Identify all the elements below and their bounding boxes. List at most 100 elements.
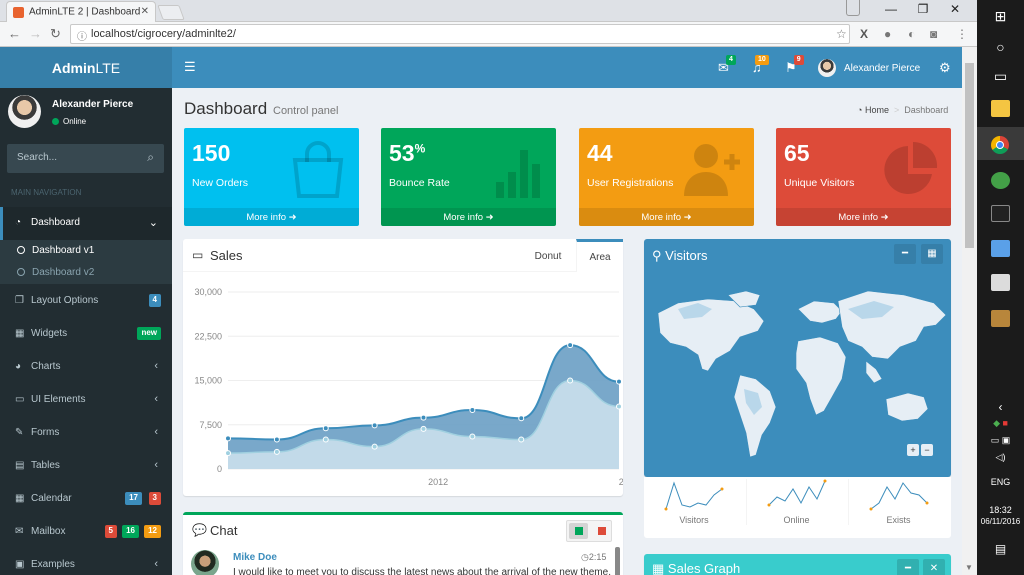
more-info-link[interactable]: More info ➜ bbox=[381, 208, 556, 226]
clock-time[interactable]: 18:32 bbox=[989, 505, 1012, 515]
sidebar-item-calendar[interactable]: ▦ Calendar 17 3 bbox=[0, 483, 172, 516]
envelope-icon[interactable]: ✉ 4 bbox=[718, 55, 736, 76]
chat-status-toggle[interactable] bbox=[566, 520, 612, 542]
battery-network-icons[interactable]: ▭ ▣ bbox=[990, 435, 1011, 445]
star-icon[interactable]: ☆ bbox=[836, 27, 847, 41]
minus-button[interactable]: ━ bbox=[897, 559, 919, 575]
language-indicator[interactable]: ENG bbox=[990, 477, 1011, 487]
media-app-icon[interactable] bbox=[991, 274, 1010, 291]
sidebar-item-forms[interactable]: ✎ Forms ‹ bbox=[0, 417, 172, 450]
new-tab-button[interactable] bbox=[157, 5, 185, 20]
stat-label: New Orders bbox=[192, 177, 249, 189]
terminal-icon[interactable] bbox=[991, 205, 1010, 222]
chat-scrollbar[interactable] bbox=[615, 547, 620, 575]
url-input[interactable]: ⓘ localhost/cigrocery/adminlte2/ bbox=[70, 24, 850, 44]
page-info-icon: ⓘ bbox=[77, 32, 87, 43]
minus-button[interactable]: ━ bbox=[894, 244, 916, 264]
sparkline-visitors-chart bbox=[664, 481, 724, 511]
sidebar-item-widgets[interactable]: ▦ Widgets new bbox=[0, 318, 172, 351]
tab-area[interactable]: Area bbox=[576, 239, 623, 272]
sidebar-subitem-dashboard-v1[interactable]: Dashboard v1 bbox=[0, 240, 172, 262]
gears-icon[interactable]: ⚙ bbox=[939, 60, 951, 75]
search-icon[interactable]: ⌕ bbox=[147, 150, 154, 164]
logo[interactable]: AdminLTE bbox=[0, 47, 172, 88]
utorrent-icon[interactable] bbox=[991, 172, 1010, 189]
more-info-link[interactable]: More info ➜ bbox=[579, 208, 754, 226]
sparkline-label: Exists bbox=[886, 515, 911, 525]
sidebar-item-ui-elements[interactable]: ▭ UI Elements ‹ bbox=[0, 384, 172, 417]
task-view-icon[interactable]: ▭ bbox=[993, 68, 1008, 84]
header-user-name[interactable]: Alexander Pierce bbox=[844, 63, 921, 74]
calendar-button[interactable]: ▦ bbox=[921, 244, 943, 264]
sidebar-item-layout-options[interactable]: ❐ Layout Options 4 bbox=[0, 285, 172, 318]
more-info-link[interactable]: More info ➜ bbox=[184, 208, 359, 226]
scrollbar-thumb[interactable] bbox=[965, 63, 974, 248]
bell-icon[interactable]: ♫ 10 bbox=[752, 55, 769, 75]
volume-icon[interactable]: ◁) bbox=[995, 452, 1006, 462]
sidebar-search-input[interactable]: Search... ⌕ bbox=[7, 144, 164, 173]
sidebar-subitem-dashboard-v2[interactable]: Dashboard v2 bbox=[0, 262, 172, 284]
sidebar-item-label: Tables bbox=[31, 460, 60, 471]
sidebar-item-dashboard[interactable]: ◔ Dashboard ⌄ bbox=[0, 207, 172, 240]
extension-globe-icon[interactable]: ● bbox=[884, 27, 892, 41]
zoom-out-button[interactable]: − bbox=[921, 444, 933, 456]
bag-icon bbox=[287, 138, 349, 214]
chat-sender[interactable]: Mike Doe bbox=[233, 552, 277, 563]
scroll-down-icon[interactable]: ▼ bbox=[965, 563, 973, 572]
menu-dots-icon[interactable]: ⋮ bbox=[956, 27, 968, 41]
windows-start-icon[interactable]: ⊞ bbox=[994, 8, 1007, 24]
notifications-icon[interactable]: ▤ bbox=[994, 542, 1007, 556]
clock-date[interactable]: 06/11/2016 bbox=[980, 517, 1021, 526]
url-text: localhost/cigrocery/adminlte2/ bbox=[91, 28, 236, 40]
sidebar-item-mailbox[interactable]: ✉ Mailbox 5 16 12 bbox=[0, 516, 172, 549]
badge: new bbox=[137, 327, 161, 340]
comments-icon: 💬 bbox=[192, 523, 207, 537]
close-window-icon[interactable]: ✕ bbox=[949, 2, 961, 16]
chrome-icon[interactable] bbox=[991, 136, 1009, 154]
virtualbox-icon[interactable] bbox=[991, 240, 1010, 257]
sidebar-item-tables[interactable]: ▤ Tables ‹ bbox=[0, 450, 172, 483]
antivirus-icon[interactable]: ■ bbox=[1002, 418, 1008, 428]
stat-value: 44 bbox=[587, 140, 613, 166]
tab-donut[interactable]: Donut bbox=[534, 251, 562, 262]
tab-divider bbox=[183, 271, 623, 272]
maximize-icon[interactable]: ❐ bbox=[917, 2, 929, 16]
browser-tab[interactable]: AdminLTE 2 | Dashboard ✕ bbox=[6, 1, 156, 22]
sidebar-item-charts[interactable]: ◕ Charts ‹ bbox=[0, 351, 172, 384]
forward-icon[interactable]: → bbox=[29, 26, 42, 41]
y-tick-label: 22,500 bbox=[194, 331, 222, 341]
x-tick-label: 2013 bbox=[619, 477, 623, 487]
file-explorer-icon[interactable] bbox=[991, 100, 1010, 117]
search-placeholder: Search... bbox=[17, 152, 58, 163]
laptop-icon: ▭ bbox=[15, 394, 25, 405]
more-info-link[interactable]: More info ➜ bbox=[776, 208, 951, 226]
page-scrollbar[interactable]: ▼ bbox=[962, 47, 977, 575]
stat-box-user-registrations: 44 User Registrations More info ➜ bbox=[579, 128, 754, 226]
camera-icon[interactable]: ◙ bbox=[930, 27, 938, 41]
screenshot-app-icon[interactable] bbox=[991, 310, 1010, 327]
flag-icon[interactable]: ⚑ 9 bbox=[785, 55, 804, 76]
user-icon[interactable] bbox=[846, 0, 860, 16]
back-icon[interactable]: ← bbox=[8, 26, 21, 41]
taskbar: ⊞ ○ ▭ ‹ ◆ ■ ▭ ▣ ◁) ENG 18:32 06/11/2016 … bbox=[977, 0, 1024, 575]
tray-app-icon[interactable]: ◆ bbox=[993, 418, 1000, 428]
minimize-icon[interactable]: — bbox=[885, 2, 897, 16]
data-point bbox=[225, 435, 231, 442]
sidebar-item-examples[interactable]: ▣ Examples ‹ bbox=[0, 549, 172, 575]
header-avatar[interactable] bbox=[818, 59, 836, 77]
extension-icon[interactable]: ◐ bbox=[908, 27, 916, 41]
search-icon[interactable]: ○ bbox=[996, 39, 1005, 55]
circle-icon bbox=[17, 246, 25, 254]
close-tab-icon[interactable]: ✕ bbox=[140, 6, 149, 17]
badge: 3 bbox=[148, 492, 161, 505]
user-panel: Alexander Pierce Online bbox=[0, 88, 172, 143]
extension-x-icon[interactable]: X bbox=[860, 27, 869, 41]
breadcrumb-home[interactable]: Home bbox=[864, 105, 889, 115]
hamburger-menu-icon[interactable]: ☰ bbox=[184, 59, 196, 74]
close-button[interactable]: ✕ bbox=[923, 559, 945, 575]
chevron-up-icon[interactable]: ‹ bbox=[998, 400, 1003, 414]
reload-icon[interactable]: ↻ bbox=[50, 26, 61, 41]
zoom-in-button[interactable]: + bbox=[907, 444, 919, 456]
sparkline-label: Online bbox=[783, 515, 810, 525]
sales-graph-title: Sales Graph bbox=[667, 561, 741, 575]
